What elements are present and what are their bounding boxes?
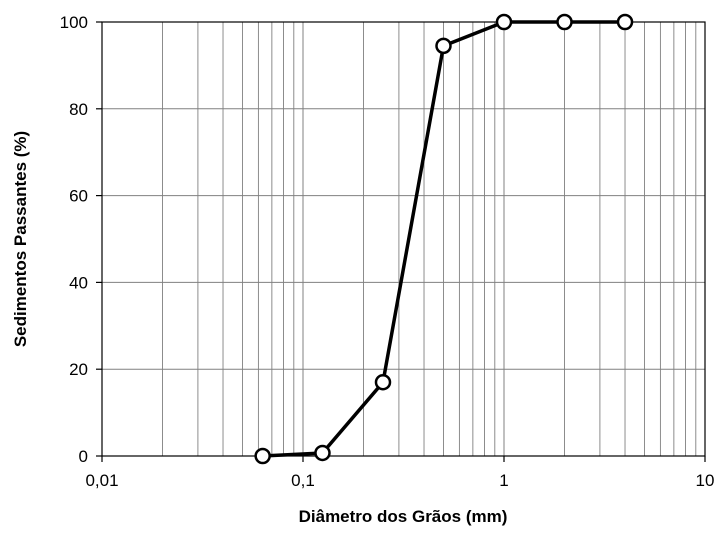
x-axis-title: Diâmetro dos Grãos (mm)	[299, 507, 508, 526]
data-point-marker	[254, 447, 271, 465]
x-tick-label: 10	[696, 471, 715, 490]
y-axis-title: Sedimentos Passantes (%)	[11, 131, 30, 347]
data-point-marker	[495, 13, 513, 31]
plot-area-frame	[101, 21, 706, 457]
x-tick-label: 1	[499, 471, 508, 490]
data-point-marker	[616, 13, 634, 31]
y-tick-label: 100	[60, 13, 88, 32]
data-point-marker	[556, 13, 573, 31]
x-tick-label: 0,01	[85, 471, 118, 490]
y-tick-label: 40	[69, 273, 88, 292]
y-tick-label: 60	[69, 187, 88, 206]
series	[254, 13, 634, 465]
x-tick-label: 0,1	[291, 471, 315, 490]
data-point-marker	[374, 373, 392, 391]
data-point-marker	[314, 444, 331, 462]
y-tick-label: 20	[69, 360, 88, 379]
y-tick-label: 0	[79, 447, 88, 466]
grid	[101, 21, 706, 457]
data-point-marker	[435, 37, 452, 55]
y-tick-label: 80	[69, 100, 88, 119]
